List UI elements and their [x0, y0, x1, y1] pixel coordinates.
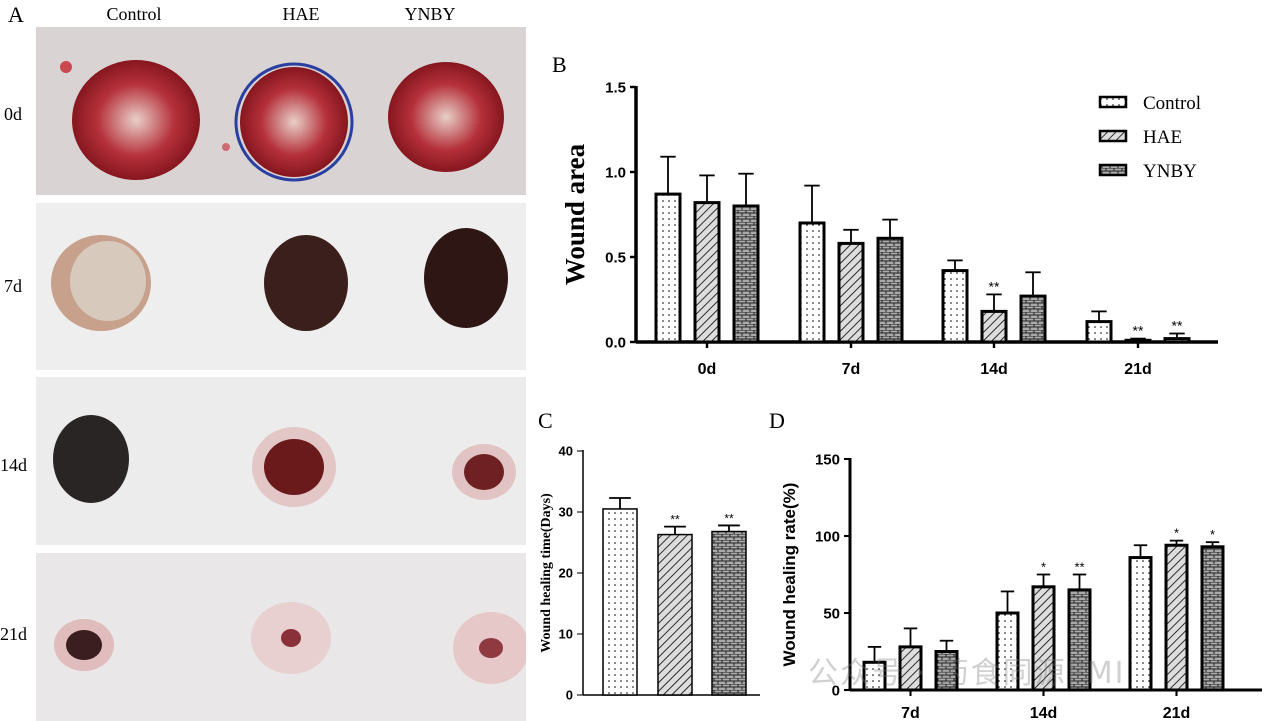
- panel-c-letter: C: [538, 408, 553, 433]
- chart-b-bar-ynby-14d: [1019, 294, 1047, 344]
- chart-c-y-tick-label: 10: [559, 627, 573, 642]
- legend-label-control: Control: [1143, 93, 1201, 114]
- chart-c-y-tick-label: 40: [559, 444, 573, 459]
- chart-d-bar-hae-21d: [1164, 543, 1189, 692]
- legend-label-ynby: YNBY: [1143, 161, 1197, 182]
- chart-b-x-tick-label: 7d: [842, 361, 861, 378]
- legend-swatch-control: [1098, 95, 1128, 109]
- row-label-14d: 14d: [0, 455, 27, 475]
- legend-swatch-hae: [1098, 129, 1128, 143]
- chart-b-x-tick-label: 14d: [980, 361, 1008, 378]
- chart-c-y-axis-label: Wound healing time(Days): [539, 493, 554, 653]
- chart-b-y-tick-label: 1.0: [605, 164, 626, 181]
- chart-d-bar-ynby-7d: [934, 650, 959, 692]
- chart-b-significance-mark: **: [989, 278, 1000, 294]
- chart-c-y-tick-label: 0: [566, 688, 573, 703]
- panel-b-letter: B: [552, 52, 567, 77]
- chart-b-bar-hae-21d: [1124, 338, 1152, 344]
- row-label-0d: 0d: [4, 104, 22, 124]
- chart-d-significance-mark: *: [1210, 527, 1215, 542]
- chart-d-y-tick-label: 50: [823, 605, 840, 622]
- chart-b-y-tick-label: 0.0: [605, 334, 626, 351]
- chart-b-bar-hae-0d: [693, 201, 721, 344]
- chart-b-y-axis-label: Wound area: [560, 143, 590, 285]
- row-label-7d: 7d: [4, 276, 22, 296]
- column-label-hae: HAE: [282, 4, 320, 24]
- legend-swatch-ynby: [1098, 163, 1128, 177]
- chart-b-x-tick-label: 21d: [1124, 361, 1152, 378]
- chart-c-bar-control: [602, 508, 638, 696]
- chart-b-bar-hae-7d: [837, 241, 865, 344]
- chart-d-bar-control-14d: [995, 611, 1020, 692]
- chart-d-x-tick-label: 14d: [1030, 705, 1058, 721]
- chart-c-significance-mark: **: [670, 513, 680, 527]
- chart-d-y-tick-label: 150: [815, 451, 840, 468]
- chart-c-y-tick-label: 30: [559, 505, 573, 520]
- chart-b-bar-control-21d: [1085, 320, 1113, 344]
- chart-d-bar-control-7d: [862, 660, 887, 692]
- chart-b-bar-ynby-21d: [1163, 337, 1191, 344]
- legend-label-hae: HAE: [1143, 127, 1182, 148]
- chart-b-bar-ynby-0d: [732, 204, 760, 344]
- chart-b-x-tick-label: 0d: [698, 361, 717, 378]
- column-label-control: Control: [106, 4, 162, 24]
- chart-b-y-tick-label: 0.5: [605, 249, 626, 266]
- chart-d-y-tick-label: 0: [832, 682, 840, 699]
- chart-b-bar-control-7d: [798, 221, 826, 344]
- chart-b-significance-mark: **: [1133, 323, 1144, 339]
- wound-photo-21d: [36, 553, 526, 721]
- chart-b-bar-control-14d: [941, 269, 969, 344]
- wound-photo-14d: [36, 377, 526, 545]
- chart-b-y-tick-label: 1.5: [605, 79, 626, 96]
- chart-d-significance-mark: **: [1074, 560, 1084, 575]
- chart-d-x-tick-label: 7d: [901, 705, 920, 721]
- chart-c-significance-mark: **: [724, 511, 734, 525]
- chart-d-significance-mark: *: [1174, 526, 1179, 541]
- chart-d-y-axis-label: Wound healing rate(%): [780, 483, 799, 667]
- panel-a-letter: A: [8, 2, 24, 27]
- chart-d-y-tick-label: 100: [815, 528, 840, 545]
- chart-d-x-tick-label: 21d: [1163, 705, 1191, 721]
- row-label-21d: 21d: [0, 624, 27, 644]
- chart-b-bar-hae-14d: [980, 309, 1008, 344]
- panel-d-letter: D: [769, 408, 785, 433]
- chart-b-bar-control-0d: [654, 192, 682, 344]
- chart-d-bar-ynby-14d: [1067, 588, 1092, 692]
- wound-photo-0d: [36, 27, 526, 195]
- column-label-ynby: YNBY: [404, 4, 456, 24]
- chart-d-bar-control-21d: [1128, 556, 1153, 692]
- chart-d-bar-ynby-21d: [1200, 545, 1225, 692]
- wound-photo-7d: [36, 203, 526, 370]
- watermark-text: 公众号 · 药食同源PMI: [808, 656, 1126, 691]
- chart-b-bar-ynby-7d: [876, 236, 904, 344]
- chart-c-y-tick-label: 20: [559, 566, 573, 581]
- chart-c-bar-ynby: [711, 530, 747, 696]
- chart-b-significance-mark: **: [1172, 318, 1183, 334]
- chart-c-bar-hae: [657, 533, 693, 696]
- chart-d-significance-mark: *: [1041, 560, 1046, 575]
